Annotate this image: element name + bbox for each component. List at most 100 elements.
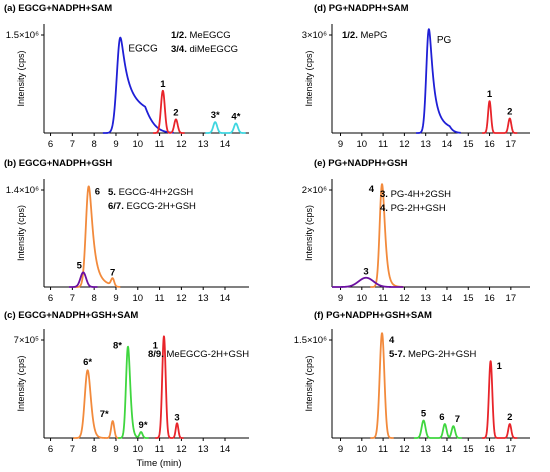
x-axis-title: Time (min) [136,458,181,469]
x-tick-label: 10 [357,139,368,150]
series-line [68,271,99,288]
annotation-number: 6/7. [108,201,124,212]
annotation-number: 1/2. [342,30,358,41]
x-tick-label: 9 [113,139,118,150]
peak-label: 7 [455,414,460,425]
x-tick-label: 14 [220,293,231,304]
series-line [481,100,518,134]
x-tick-label: 12 [176,293,187,304]
annotation-text: EGCG-4H+2GSH [116,187,193,198]
y-axis-label: Intensity (cps) [304,205,314,261]
peak-label: 5 [421,409,427,420]
y-max-label: 1.5×10⁶ [294,335,327,346]
y-max-label: 3×10⁶ [302,30,327,41]
series-line [117,345,150,439]
x-tick-label: 14 [220,139,231,150]
annotation-number: 5-7. [389,349,405,360]
series-line [73,185,122,288]
peak-label: 1 [487,89,493,100]
x-tick-label: 15 [463,444,474,455]
series-line [413,419,463,439]
x-tick-label: 8 [92,139,97,150]
chart-panel: (e) PG+NADPH+GSH 2×10⁶ Intensity (cps) 9 10 1… [302,158,530,304]
x-tick-label: 11 [378,293,388,304]
x-tick-label: 14 [220,444,231,455]
x-tick-label: 12 [399,293,410,304]
annotation-number: 8/9. [148,349,164,360]
peak-label: PG [437,35,452,46]
x-tick-label: 9 [338,139,343,150]
x-tick-label: 11 [155,293,165,304]
y-max-label: 2×10⁶ [302,185,327,196]
peak-label: 5 [77,260,83,271]
annotation-line: 1/2. MeEGCG [171,30,231,41]
x-tick-label: 7 [70,444,75,455]
x-tick-label: 10 [357,444,368,455]
annotation-line: 4. PG-2H+GSH [380,203,446,214]
x-tick-label: 17 [506,444,517,455]
x-tick-label: 13 [198,293,209,304]
peak-label: EGCG [128,44,158,55]
annotation-text: MePG [358,30,388,41]
annotation-line: 6/7. EGCG-2H+GSH [108,201,196,212]
series-line [204,121,247,134]
x-tick-label: 7 [70,139,75,150]
peak-label: 1 [160,79,166,90]
peak-label: 8* [113,341,122,352]
x-tick-label: 9 [338,444,343,455]
peak-label: 2 [507,412,512,423]
annotation-text: PG-2H+GSH [388,203,446,214]
x-tick-label: 12 [176,139,187,150]
x-tick-label: 11 [155,444,165,455]
x-tick-label: 10 [132,139,143,150]
peak-label: 4 [389,335,395,346]
peak-label: 3 [363,267,368,278]
panel-title: (d) PG+NADPH+SAM [314,3,409,14]
chart-panel: (c) EGCG+NADPH+GSH+SAM 7×10⁵ Intensity (cp… [4,310,249,455]
annotation-number: 3/4. [171,44,187,55]
annotation-number: 4. [380,203,388,214]
panel-title: (c) EGCG+NADPH+GSH+SAM [4,310,138,321]
panel-title: (a) EGCG+NADPH+SAM [4,3,112,14]
y-axis-label: Intensity (cps) [16,205,26,261]
annotation-line: 5-7. MePG-2H+GSH [389,349,477,360]
peak-label: 7* [100,409,109,420]
peak-label: 4 [369,184,375,195]
series-line [415,28,462,134]
annotation-line: 5. EGCG-4H+2GSH [108,187,193,198]
series-line [152,89,186,134]
panel-title: (b) EGCG+NADPH+GSH [4,158,112,169]
series-line [102,36,175,134]
x-tick-label: 13 [420,139,431,150]
x-tick-label: 11 [378,139,388,150]
chart-panel: (f) PG+NADPH+GSH+SAM 1.5×10⁶ Intensity (cp… [294,310,530,455]
panel-title: (e) PG+NADPH+GSH [314,158,408,169]
peak-label: 9* [139,420,148,431]
x-tick-label: 12 [399,444,410,455]
annotation-line: 8/9. MeEGCG-2H+GSH [148,349,249,360]
x-tick-label: 12 [176,444,187,455]
chart-panel: (d) PG+NADPH+SAM 3×10⁶ Intensity (cps) 9 10 1… [302,3,530,150]
annotation-text: MeEGCG-2H+GSH [164,349,249,360]
annotation-text: MeEGCG [187,30,231,41]
y-max-label: 7×10⁵ [14,335,39,346]
chart-panel: (a) EGCG+NADPH+SAM 1.5×10⁶ Intensity (cps)… [4,3,249,150]
annotation-line: 3/4. diMeEGCG [171,44,238,55]
annotation-line: 3. PG-4H+2GSH [380,189,451,200]
annotation-line: 1/2. MePG [342,30,387,41]
peak-label: 2 [507,106,512,117]
y-axis-label: Intensity (cps) [304,50,314,106]
x-tick-label: 10 [132,444,143,455]
peak-label: 6 [95,186,100,197]
peak-label: 1 [497,361,503,372]
peak-label: 6* [83,357,92,368]
x-tick-label: 10 [132,293,143,304]
peak-label: 3 [174,412,179,423]
y-max-label: 1.4×10⁶ [6,185,39,196]
x-tick-label: 15 [463,293,474,304]
x-tick-label: 7 [70,293,75,304]
y-max-label: 1.5×10⁶ [6,30,39,41]
x-tick-label: 13 [198,444,209,455]
x-tick-label: 13 [420,444,431,455]
annotation-number: 5. [108,187,116,198]
